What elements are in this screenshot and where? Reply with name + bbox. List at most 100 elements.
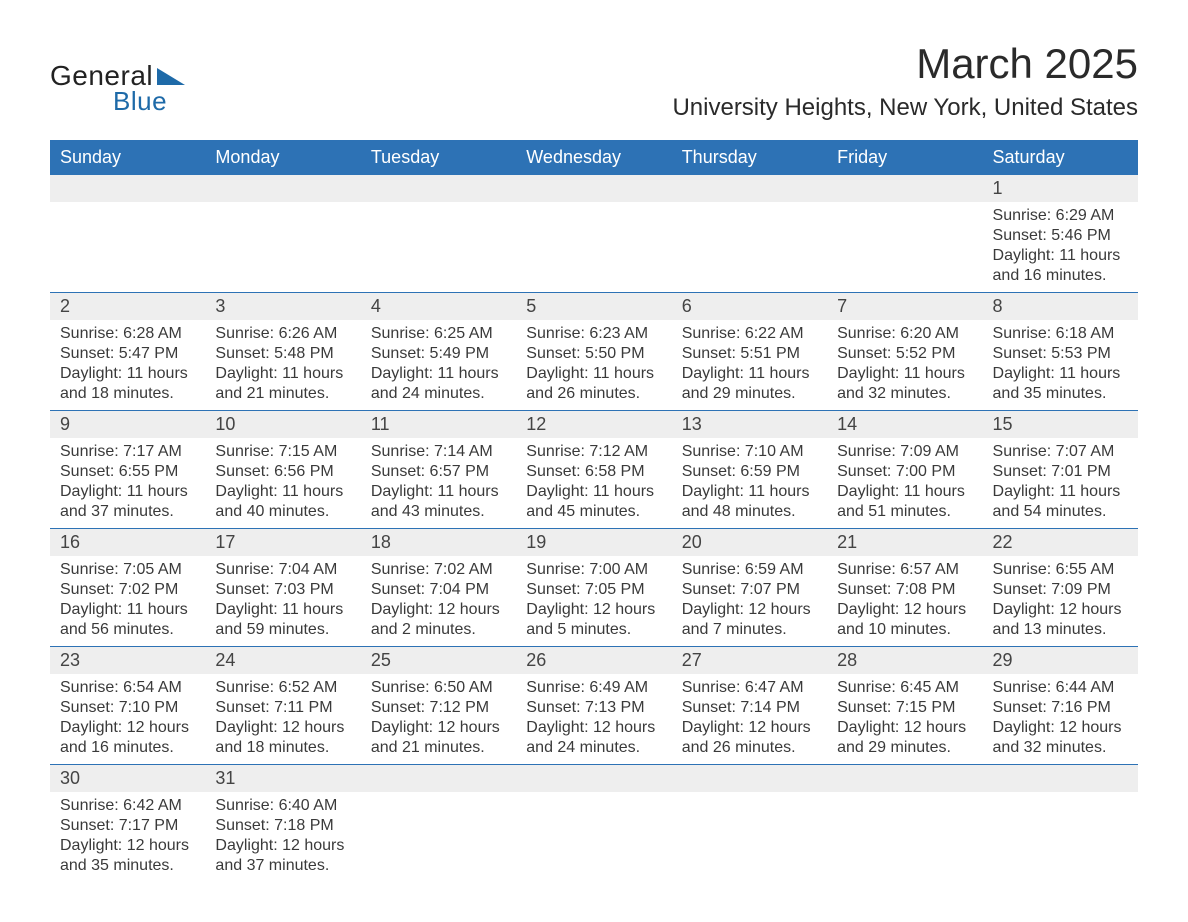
daylight2-text: and 37 minutes. [60, 502, 195, 522]
week-body-row: Sunrise: 6:28 AMSunset: 5:47 PMDaylight:… [50, 320, 1138, 410]
sunset-text: Sunset: 5:48 PM [215, 344, 350, 364]
day-cell: Sunrise: 6:28 AMSunset: 5:47 PMDaylight:… [50, 320, 205, 410]
sunset-text: Sunset: 5:50 PM [526, 344, 661, 364]
sunrise-text: Sunrise: 6:54 AM [60, 678, 195, 698]
daylight2-text: and 7 minutes. [682, 620, 817, 640]
daylight1-text: Daylight: 12 hours [682, 600, 817, 620]
date-number: 13 [672, 411, 827, 438]
daylight1-text: Daylight: 12 hours [993, 718, 1128, 738]
sunset-text: Sunset: 6:58 PM [526, 462, 661, 482]
date-number: 16 [50, 529, 205, 556]
sunrise-text: Sunrise: 6:47 AM [682, 678, 817, 698]
date-band: 16171819202122 [50, 529, 1138, 556]
date-number: 24 [205, 647, 360, 674]
date-number: 15 [983, 411, 1138, 438]
sunset-text: Sunset: 5:46 PM [993, 226, 1128, 246]
daylight1-text: Daylight: 11 hours [215, 600, 350, 620]
date-band: 1 [50, 175, 1138, 202]
day-cell: Sunrise: 6:22 AMSunset: 5:51 PMDaylight:… [672, 320, 827, 410]
daylight2-text: and 51 minutes. [837, 502, 972, 522]
daylight1-text: Daylight: 12 hours [993, 600, 1128, 620]
daylight2-text: and 37 minutes. [215, 856, 350, 876]
sunset-text: Sunset: 5:53 PM [993, 344, 1128, 364]
sunrise-text: Sunrise: 6:52 AM [215, 678, 350, 698]
date-number: 8 [983, 293, 1138, 320]
date-band: 3031 [50, 765, 1138, 792]
sunset-text: Sunset: 7:16 PM [993, 698, 1128, 718]
day-cell [672, 792, 827, 882]
week-block: 16171819202122Sunrise: 7:05 AMSunset: 7:… [50, 528, 1138, 646]
day-cell [205, 202, 360, 292]
date-band: 2345678 [50, 293, 1138, 320]
daylight2-text: and 21 minutes. [371, 738, 506, 758]
day-cell [827, 202, 982, 292]
daylight2-text: and 21 minutes. [215, 384, 350, 404]
date-number: 19 [516, 529, 671, 556]
sunset-text: Sunset: 7:03 PM [215, 580, 350, 600]
daylight2-text: and 29 minutes. [837, 738, 972, 758]
logo: General Blue [50, 60, 185, 117]
sunrise-text: Sunrise: 7:04 AM [215, 560, 350, 580]
sunset-text: Sunset: 7:00 PM [837, 462, 972, 482]
header-block: General Blue March 2025 University Heigh… [50, 40, 1138, 122]
sunrise-text: Sunrise: 6:28 AM [60, 324, 195, 344]
sunrise-text: Sunrise: 7:17 AM [60, 442, 195, 462]
daylight1-text: Daylight: 11 hours [682, 364, 817, 384]
weekday-header: Thursday [672, 140, 827, 175]
day-cell: Sunrise: 6:49 AMSunset: 7:13 PMDaylight:… [516, 674, 671, 764]
page-title: March 2025 [672, 40, 1138, 88]
daylight2-text: and 35 minutes. [993, 384, 1128, 404]
daylight1-text: Daylight: 11 hours [837, 482, 972, 502]
date-number [516, 765, 671, 792]
date-number: 17 [205, 529, 360, 556]
daylight1-text: Daylight: 11 hours [526, 482, 661, 502]
date-number: 20 [672, 529, 827, 556]
week-body-row: Sunrise: 7:17 AMSunset: 6:55 PMDaylight:… [50, 438, 1138, 528]
week-block: 23242526272829Sunrise: 6:54 AMSunset: 7:… [50, 646, 1138, 764]
daylight2-text: and 54 minutes. [993, 502, 1128, 522]
date-number: 31 [205, 765, 360, 792]
sunrise-text: Sunrise: 7:12 AM [526, 442, 661, 462]
date-number: 11 [361, 411, 516, 438]
calendar: SundayMondayTuesdayWednesdayThursdayFrid… [50, 140, 1138, 882]
day-cell: Sunrise: 6:26 AMSunset: 5:48 PMDaylight:… [205, 320, 360, 410]
date-number: 26 [516, 647, 671, 674]
sunset-text: Sunset: 5:52 PM [837, 344, 972, 364]
week-block: 3031Sunrise: 6:42 AMSunset: 7:17 PMDayli… [50, 764, 1138, 882]
daylight1-text: Daylight: 11 hours [993, 364, 1128, 384]
daylight2-text: and 29 minutes. [682, 384, 817, 404]
daylight2-text: and 32 minutes. [837, 384, 972, 404]
daylight1-text: Daylight: 12 hours [371, 718, 506, 738]
date-number [827, 765, 982, 792]
date-number [205, 175, 360, 202]
day-cell [361, 202, 516, 292]
daylight2-text: and 59 minutes. [215, 620, 350, 640]
date-number: 21 [827, 529, 982, 556]
sunset-text: Sunset: 5:49 PM [371, 344, 506, 364]
weeks-container: 1Sunrise: 6:29 AMSunset: 5:46 PMDaylight… [50, 175, 1138, 882]
day-cell: Sunrise: 7:12 AMSunset: 6:58 PMDaylight:… [516, 438, 671, 528]
day-cell: Sunrise: 7:00 AMSunset: 7:05 PMDaylight:… [516, 556, 671, 646]
sunset-text: Sunset: 7:07 PM [682, 580, 817, 600]
date-number: 6 [672, 293, 827, 320]
daylight1-text: Daylight: 12 hours [837, 718, 972, 738]
day-cell: Sunrise: 6:29 AMSunset: 5:46 PMDaylight:… [983, 202, 1138, 292]
page-subtitle: University Heights, New York, United Sta… [672, 94, 1138, 122]
daylight2-text: and 24 minutes. [371, 384, 506, 404]
sunrise-text: Sunrise: 6:59 AM [682, 560, 817, 580]
daylight2-text: and 32 minutes. [993, 738, 1128, 758]
sunset-text: Sunset: 7:08 PM [837, 580, 972, 600]
day-cell: Sunrise: 7:17 AMSunset: 6:55 PMDaylight:… [50, 438, 205, 528]
date-number [672, 765, 827, 792]
date-number [50, 175, 205, 202]
day-cell [516, 202, 671, 292]
day-cell: Sunrise: 6:57 AMSunset: 7:08 PMDaylight:… [827, 556, 982, 646]
daylight1-text: Daylight: 11 hours [371, 482, 506, 502]
sunrise-text: Sunrise: 6:57 AM [837, 560, 972, 580]
daylight2-text: and 2 minutes. [371, 620, 506, 640]
sunset-text: Sunset: 7:04 PM [371, 580, 506, 600]
daylight1-text: Daylight: 11 hours [993, 482, 1128, 502]
day-cell: Sunrise: 6:52 AMSunset: 7:11 PMDaylight:… [205, 674, 360, 764]
daylight1-text: Daylight: 11 hours [993, 246, 1128, 266]
weekday-header: Monday [205, 140, 360, 175]
